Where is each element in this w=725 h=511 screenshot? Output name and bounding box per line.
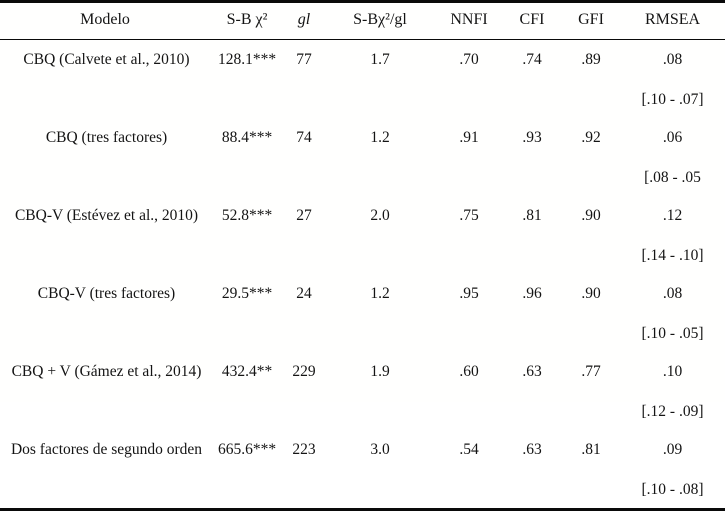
column-header-gfi: GFI (562, 1, 620, 40)
cell-sb-chi2: 665.6*** (217, 441, 277, 458)
cell-nnfi: .60 (459, 363, 479, 380)
cell-rmsea-ci: [.12 - .09] (641, 403, 704, 420)
cell-rmsea: .08 (662, 285, 683, 302)
column-header-sb-chi2: S-B χ² (210, 1, 284, 40)
table-row: CBQ-V (Estévez et al., 2010) 52.8*** 27 … (0, 196, 725, 236)
cell-nnfi: .54 (459, 441, 479, 458)
spacer-cell (210, 314, 620, 352)
table-row-ci: [.14 - .10] (0, 236, 725, 274)
cell-gl: 74 (296, 129, 312, 146)
cell-rmsea-ci: [.10 - .05] (641, 325, 704, 342)
cell-ratio: 1.2 (370, 285, 390, 302)
column-header-modelo: Modelo (0, 1, 210, 40)
cell-rmsea-ci: [.14 - .10] (641, 247, 704, 264)
cell-gfi: .81 (581, 441, 601, 458)
cell-cfi: .81 (522, 207, 542, 224)
cell-rmsea: .12 (662, 207, 683, 224)
cell-rmsea: .10 (662, 363, 683, 380)
table-row: CBQ + V (Gámez et al., 2014) 432.4** 229… (0, 352, 725, 392)
cell-gfi: .89 (581, 51, 601, 68)
cell-ratio: 2.0 (370, 207, 390, 224)
cell-gfi: .77 (581, 363, 601, 380)
cell-cfi: .93 (522, 129, 542, 146)
cell-rmsea: .06 (662, 129, 683, 146)
cell-model: CBQ (Calvete et al., 2010) (23, 51, 190, 68)
cell-sb-chi2: 432.4** (221, 363, 273, 380)
cell-sb-chi2: 52.8*** (221, 207, 273, 224)
cell-cfi: .63 (522, 363, 542, 380)
cell-gfi: .90 (581, 285, 601, 302)
spacer-cell (210, 158, 620, 196)
cell-sb-chi2: 88.4*** (221, 129, 273, 146)
column-header-gl: gl (284, 1, 324, 40)
table-row-ci: [.10 - .07] (0, 80, 725, 118)
cell-nnfi: .91 (459, 129, 479, 146)
cell-model: CBQ (tres factores) (45, 129, 168, 146)
cell-gfi: .90 (581, 207, 601, 224)
column-header-rmsea: RMSEA (620, 1, 725, 40)
table-row-ci: [.10 - .05] (0, 314, 725, 352)
cell-ratio: 1.2 (370, 129, 390, 146)
spacer-cell (210, 392, 620, 430)
table-row: CBQ (tres factores) 88.4*** 74 1.2 .91 .… (0, 118, 725, 158)
cell-sb-chi2: 128.1*** (217, 51, 277, 68)
table-row: CBQ-V (tres factores) 29.5*** 24 1.2 .95… (0, 274, 725, 314)
cell-cfi: .74 (522, 51, 542, 68)
table-row: CBQ (Calvete et al., 2010) 128.1*** 77 1… (0, 40, 725, 81)
cell-gl: 27 (296, 207, 312, 224)
cell-model: CBQ + V (Gámez et al., 2014) (11, 363, 202, 380)
cell-gfi: .92 (581, 129, 601, 146)
cell-gl: 223 (292, 441, 316, 458)
cell-cfi: .96 (522, 285, 542, 302)
cell-gl: 77 (296, 51, 312, 68)
cell-gl: 229 (292, 363, 316, 380)
cell-model: CBQ-V (tres factores) (37, 285, 176, 302)
table-header: Modelo S-B χ² gl S-Bχ²/gl NNFI CFI GFI R… (0, 1, 725, 40)
cell-ratio: 1.7 (370, 51, 390, 68)
table-row-ci: [.08 - .05 (0, 158, 725, 196)
cell-cfi: .63 (522, 441, 542, 458)
column-header-nnfi: NNFI (436, 1, 502, 40)
column-header-cfi: CFI (502, 1, 562, 40)
cell-rmsea: .09 (662, 441, 683, 458)
spacer-cell (210, 236, 620, 274)
header-row: Modelo S-B χ² gl S-Bχ²/gl NNFI CFI GFI R… (0, 1, 725, 40)
cell-nnfi: .95 (459, 285, 479, 302)
cell-rmsea-ci: [.10 - .07] (641, 91, 704, 108)
cell-sb-chi2: 29.5*** (221, 285, 273, 302)
cell-gl: 24 (296, 285, 312, 302)
table-body: CBQ (Calvete et al., 2010) 128.1*** 77 1… (0, 40, 725, 510)
cell-rmsea-ci: [.08 - .05 (644, 169, 701, 186)
cell-model: Dos factores de segundo orden (10, 441, 203, 458)
cell-ratio: 1.9 (370, 363, 390, 380)
table-row: Dos factores de segundo orden 665.6*** 2… (0, 430, 725, 470)
cell-nnfi: .75 (459, 207, 479, 224)
spacer-cell (210, 470, 620, 510)
column-header-ratio: S-Bχ²/gl (324, 1, 436, 40)
cell-nnfi: .70 (459, 51, 479, 68)
cell-rmsea-ci: [.10 - .08] (641, 481, 704, 498)
cell-model: CBQ-V (Estévez et al., 2010) (14, 207, 199, 224)
cell-rmsea: .08 (662, 51, 683, 68)
cell-ratio: 3.0 (370, 441, 390, 458)
spacer-cell (210, 80, 620, 118)
